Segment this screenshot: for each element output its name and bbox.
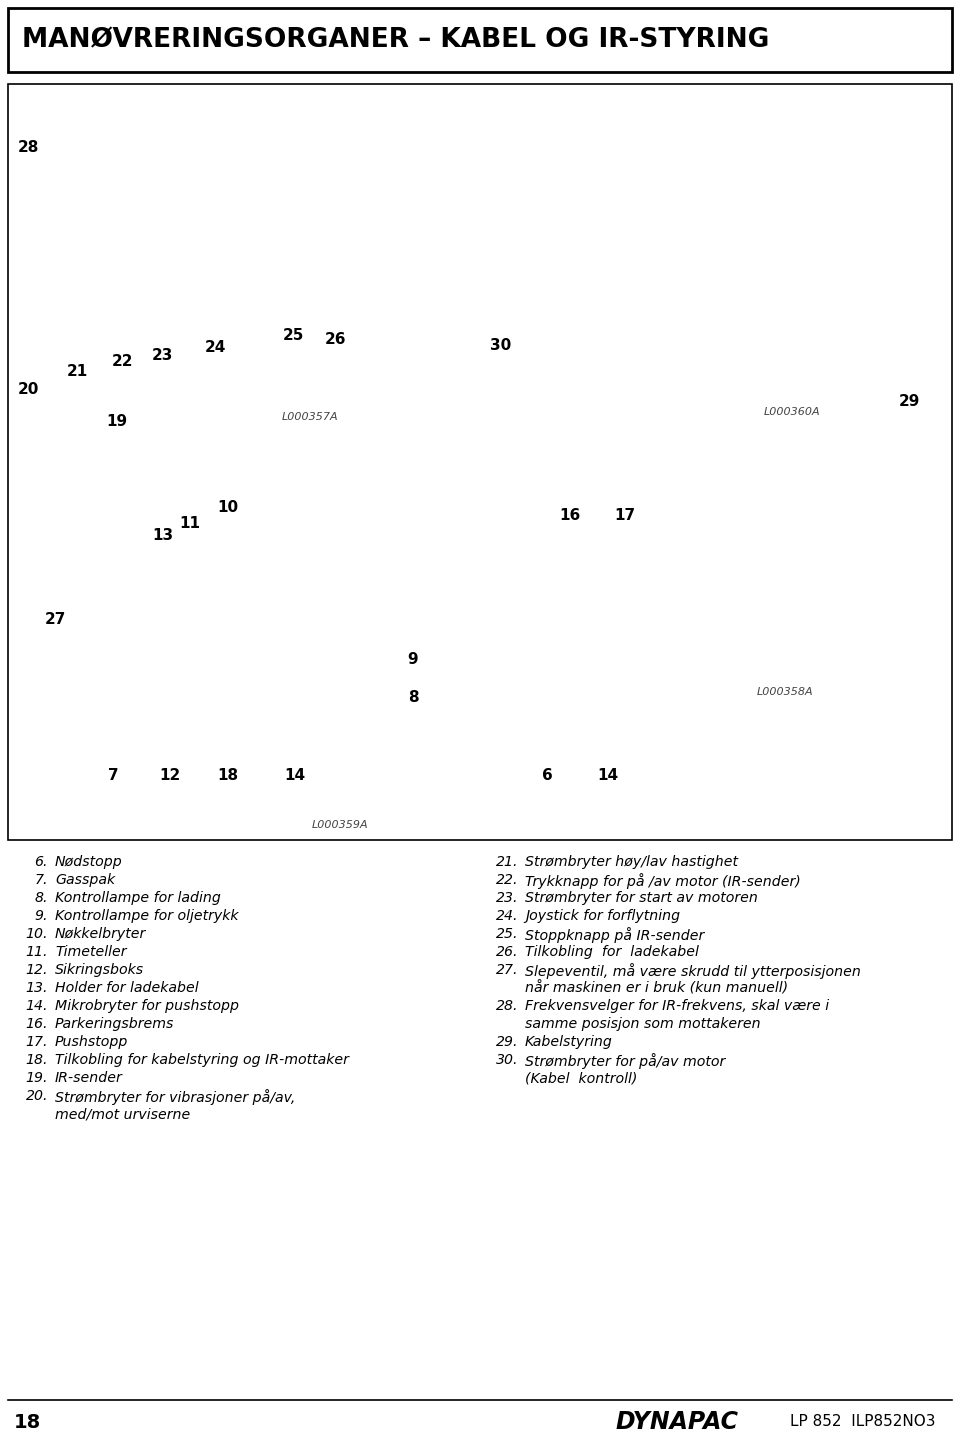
Text: 11.: 11. xyxy=(26,945,48,958)
Text: 8.: 8. xyxy=(35,892,48,905)
Text: L000359A: L000359A xyxy=(311,820,368,831)
Text: Kontrollampe for lading: Kontrollampe for lading xyxy=(55,892,221,905)
Text: 20: 20 xyxy=(18,382,39,398)
Text: Tilkobling for kabelstyring og IR-mottaker: Tilkobling for kabelstyring og IR-mottak… xyxy=(55,1053,348,1067)
Text: Pushstopp: Pushstopp xyxy=(55,1035,129,1048)
Text: Strømbryter for start av motoren: Strømbryter for start av motoren xyxy=(525,892,757,905)
Text: 28: 28 xyxy=(18,139,39,154)
Text: samme posisjon som mottakeren: samme posisjon som mottakeren xyxy=(525,1016,760,1031)
Text: 6: 6 xyxy=(541,768,552,784)
Text: L000360A: L000360A xyxy=(763,407,820,417)
Text: Stoppknapp på IR-sender: Stoppknapp på IR-sender xyxy=(525,926,705,942)
Text: Nøkkelbryter: Nøkkelbryter xyxy=(55,926,146,941)
Text: Strømbryter for vibrasjoner på/av,: Strømbryter for vibrasjoner på/av, xyxy=(55,1089,296,1105)
Text: 23: 23 xyxy=(152,347,174,363)
Text: L000358A: L000358A xyxy=(756,687,813,697)
Text: 28.: 28. xyxy=(495,999,518,1013)
Text: 18: 18 xyxy=(14,1413,41,1432)
Text: Mikrobryter for pushstopp: Mikrobryter for pushstopp xyxy=(55,999,239,1013)
Text: Tilkobling  for  ladekabel: Tilkobling for ladekabel xyxy=(525,945,699,958)
Text: Frekvensvelger for IR-frekvens, skal være i: Frekvensvelger for IR-frekvens, skal vær… xyxy=(525,999,829,1013)
Text: 18: 18 xyxy=(217,768,239,784)
Text: 23.: 23. xyxy=(495,892,518,905)
Text: 22: 22 xyxy=(112,353,133,369)
Text: med/mot urviserne: med/mot urviserne xyxy=(55,1106,190,1121)
Text: 24: 24 xyxy=(205,340,227,354)
Text: IR-sender: IR-sender xyxy=(55,1072,123,1085)
Text: 10.: 10. xyxy=(26,926,48,941)
Text: 12.: 12. xyxy=(26,963,48,977)
Text: når maskinen er i bruk (kun manuell): når maskinen er i bruk (kun manuell) xyxy=(525,982,788,996)
Text: 25.: 25. xyxy=(495,926,518,941)
Text: 16.: 16. xyxy=(26,1016,48,1031)
Text: 7.: 7. xyxy=(35,873,48,887)
Text: 11: 11 xyxy=(180,515,201,530)
Text: 20.: 20. xyxy=(26,1089,48,1104)
Text: 16: 16 xyxy=(560,508,581,523)
Bar xyxy=(8,9,952,73)
Text: 7: 7 xyxy=(108,768,118,784)
Text: 14: 14 xyxy=(597,768,618,784)
Text: 19: 19 xyxy=(106,414,127,430)
Text: 8: 8 xyxy=(408,691,419,706)
Text: Joystick for forflytning: Joystick for forflytning xyxy=(525,909,680,923)
Text: Gasspak: Gasspak xyxy=(55,873,115,887)
Text: Trykknapp for på /av motor (IR-sender): Trykknapp for på /av motor (IR-sender) xyxy=(525,873,801,889)
Text: Slepeventil, må være skrudd til ytterposisjonen: Slepeventil, må være skrudd til ytterpos… xyxy=(525,963,861,979)
Text: 6.: 6. xyxy=(35,855,48,868)
Text: 10: 10 xyxy=(217,499,239,514)
Text: 14: 14 xyxy=(284,768,305,784)
Text: 14.: 14. xyxy=(26,999,48,1013)
Text: 17.: 17. xyxy=(26,1035,48,1048)
Bar xyxy=(8,84,952,841)
Text: 26: 26 xyxy=(325,333,347,347)
Text: 17: 17 xyxy=(614,508,636,523)
Text: 27: 27 xyxy=(44,613,65,627)
Text: Holder for ladekabel: Holder for ladekabel xyxy=(55,982,199,995)
Text: 29: 29 xyxy=(899,395,921,409)
Text: 18.: 18. xyxy=(26,1053,48,1067)
Text: 12: 12 xyxy=(159,768,180,784)
Text: 25: 25 xyxy=(283,328,304,344)
Text: 19.: 19. xyxy=(26,1072,48,1085)
Text: 21.: 21. xyxy=(495,855,518,868)
Text: Strømbryter for på/av motor: Strømbryter for på/av motor xyxy=(525,1053,725,1069)
Text: (Kabel  kontroll): (Kabel kontroll) xyxy=(525,1072,637,1085)
Text: L000357A: L000357A xyxy=(281,412,338,423)
Text: 27.: 27. xyxy=(495,963,518,977)
Text: 29.: 29. xyxy=(495,1035,518,1048)
Text: Sikringsboks: Sikringsboks xyxy=(55,963,144,977)
Text: LP 852  ILP852NO3: LP 852 ILP852NO3 xyxy=(790,1414,935,1430)
Text: DYNAPAC: DYNAPAC xyxy=(615,1410,738,1435)
Text: Timeteller: Timeteller xyxy=(55,945,127,958)
Text: Parkeringsbrems: Parkeringsbrems xyxy=(55,1016,175,1031)
Text: 26.: 26. xyxy=(495,945,518,958)
Text: Nødstopp: Nødstopp xyxy=(55,855,123,868)
Text: Kabelstyring: Kabelstyring xyxy=(525,1035,612,1048)
Text: 30: 30 xyxy=(490,337,512,353)
Text: Kontrollampe for oljetrykk: Kontrollampe for oljetrykk xyxy=(55,909,238,923)
Text: 13: 13 xyxy=(153,529,174,543)
Text: 21: 21 xyxy=(67,364,88,379)
Text: 22.: 22. xyxy=(495,873,518,887)
Text: 9.: 9. xyxy=(35,909,48,923)
Text: Strømbryter høy/lav hastighet: Strømbryter høy/lav hastighet xyxy=(525,855,738,868)
Text: 9: 9 xyxy=(408,652,419,668)
Text: 13.: 13. xyxy=(26,982,48,995)
Text: MANØVRERINGSORGANER – KABEL OG IR-STYRING: MANØVRERINGSORGANER – KABEL OG IR-STYRIN… xyxy=(22,28,769,54)
Text: 24.: 24. xyxy=(495,909,518,923)
Text: 30.: 30. xyxy=(495,1053,518,1067)
